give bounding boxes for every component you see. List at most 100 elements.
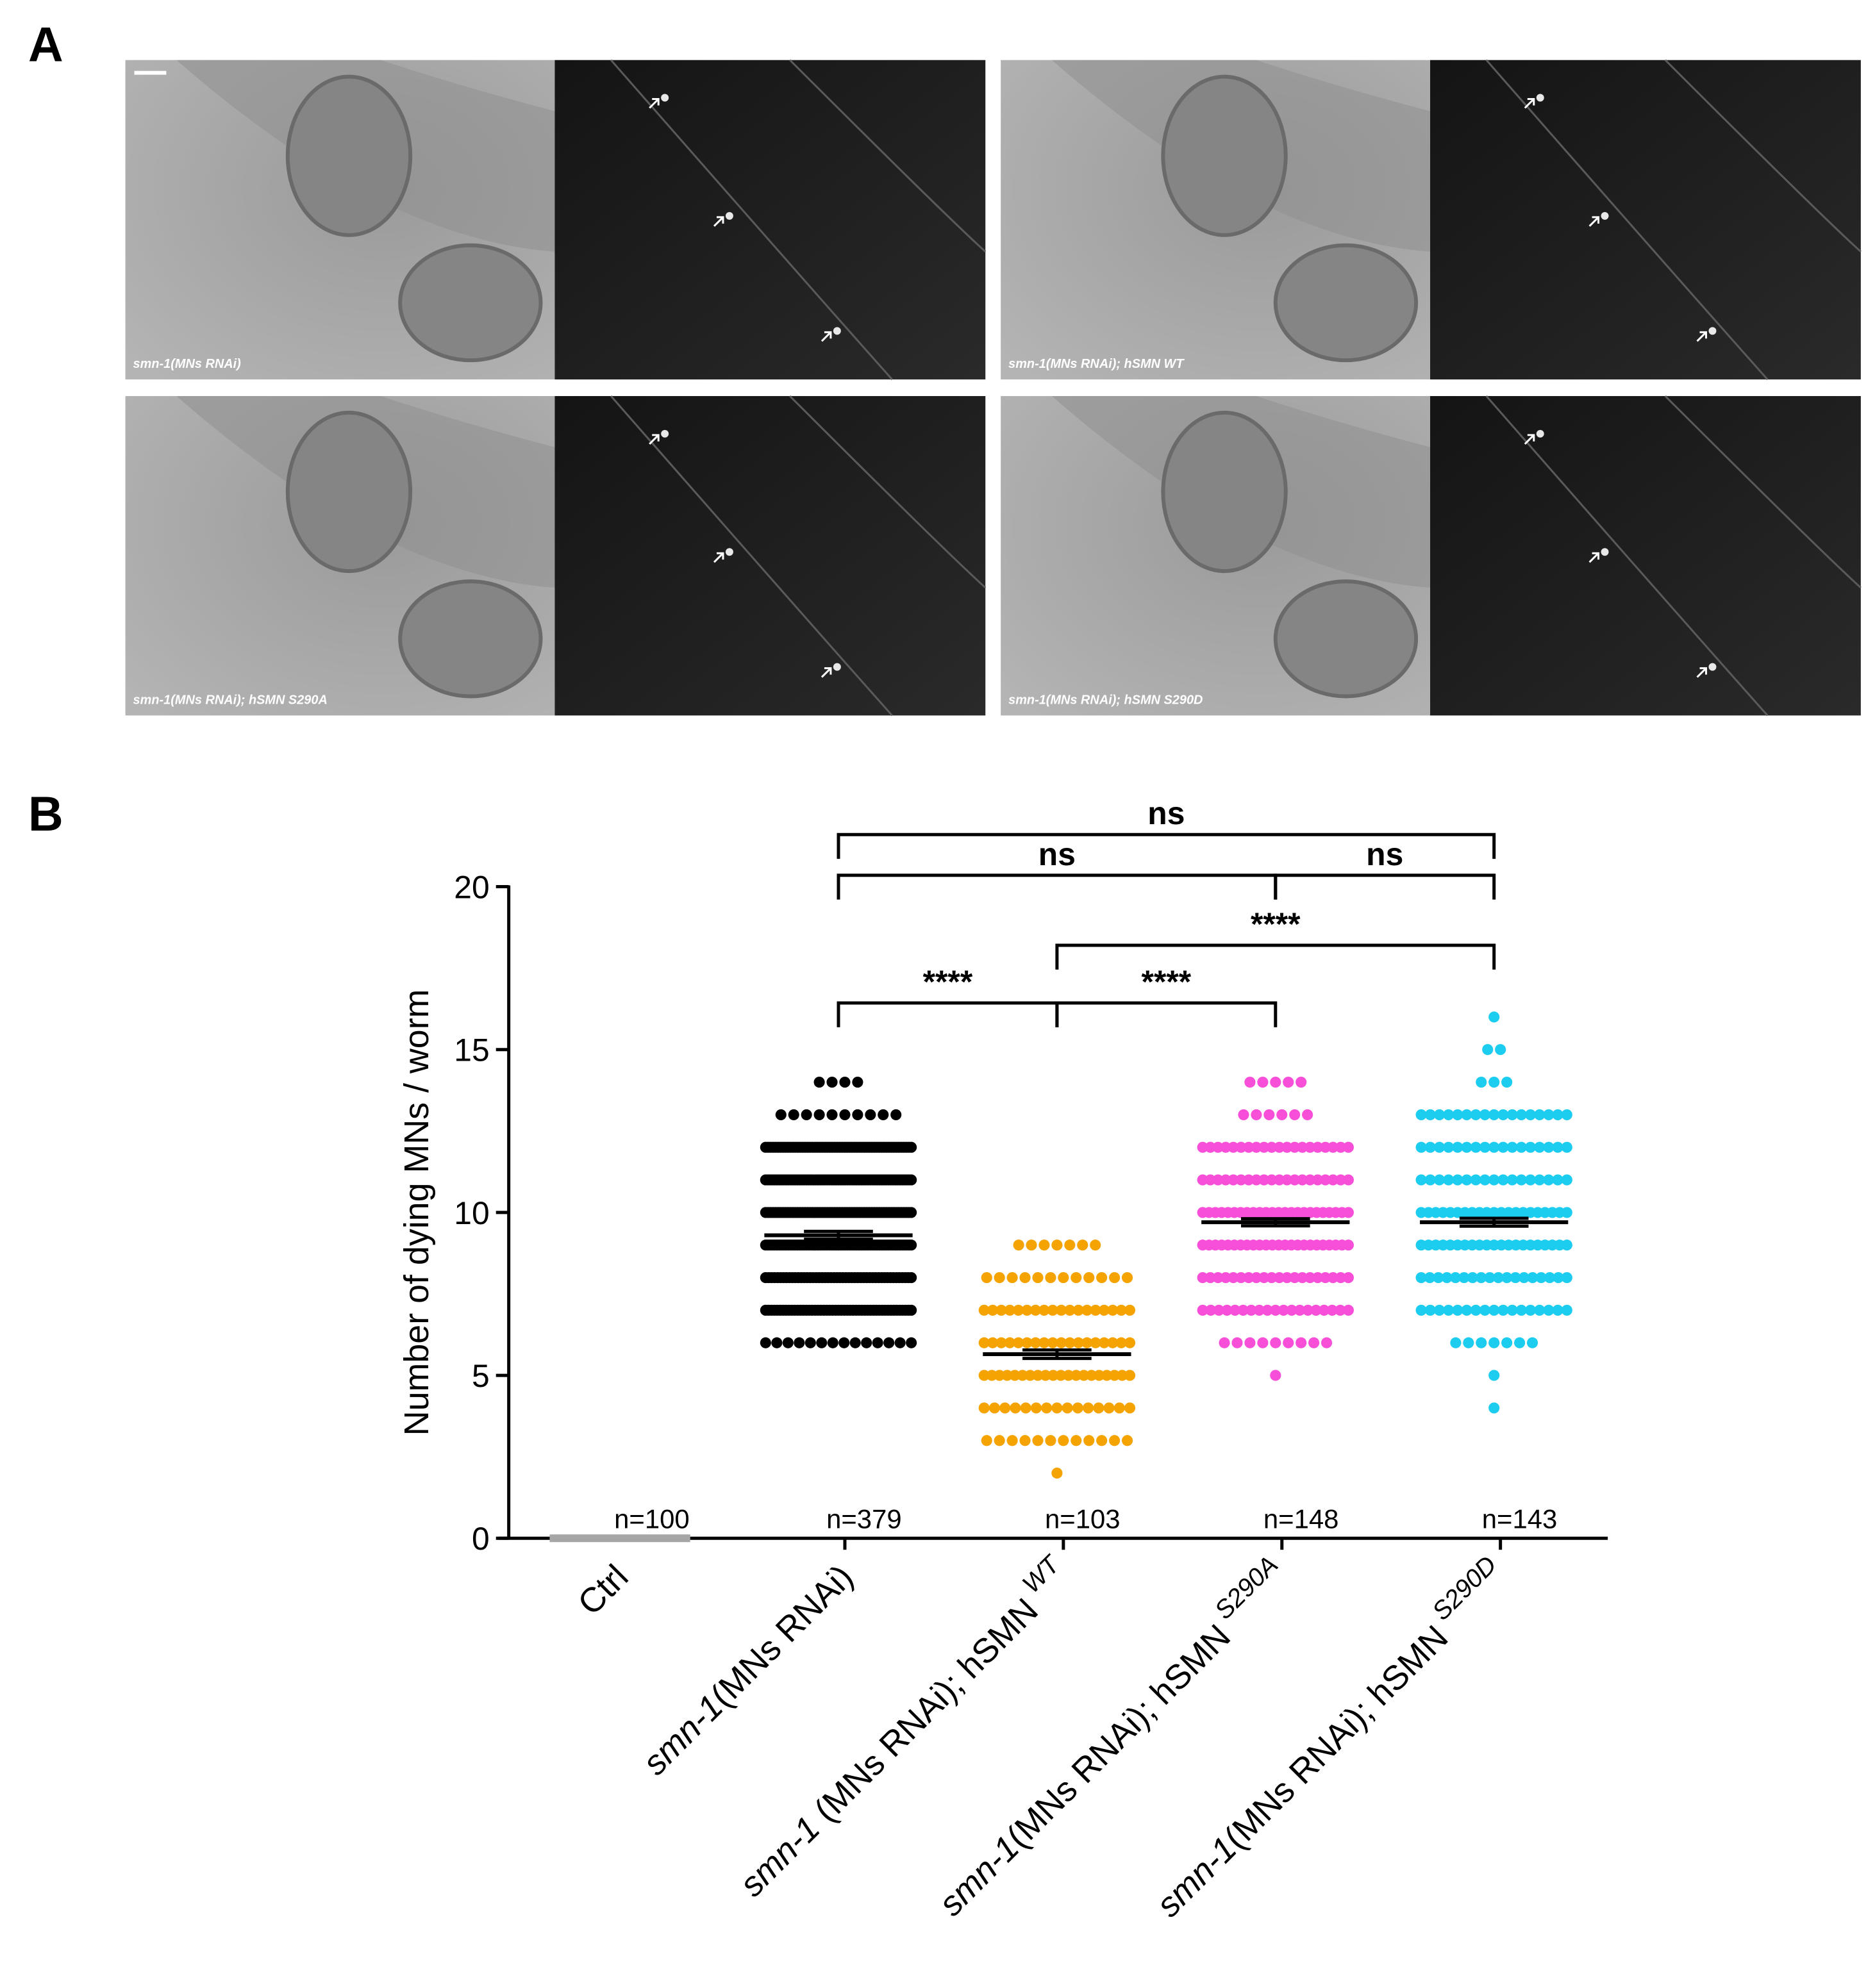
data-point [1335,1272,1347,1284]
arrow [1524,98,1535,109]
data-point [1433,1272,1444,1284]
significance-bracket [837,874,1278,900]
embryo [1161,410,1288,574]
data-point [1029,1304,1042,1316]
data-point [1231,1337,1243,1348]
image-caption: smn-1(MNs RNAi); hSMN WT [1008,357,1185,371]
data-point [1098,1304,1110,1316]
data-point [1488,1011,1500,1023]
data-point [878,1109,889,1120]
data-point [1310,1304,1322,1316]
data-point [1286,1304,1297,1316]
arrow [649,98,660,109]
micrograph-pair: smn-1(MNs RNAi); hSMN S290D [1001,395,1862,717]
data-point [1274,1174,1285,1186]
data-point [1243,1272,1254,1284]
data-point [1281,1174,1293,1186]
data-point [1101,1370,1113,1381]
data-point [1244,1076,1256,1088]
arrow [1524,434,1535,445]
data-point [1318,1304,1330,1316]
data-point [1342,1174,1354,1186]
data-point [1526,1337,1538,1348]
data-point [994,1272,1005,1284]
data-point [872,1337,883,1348]
data-point [1040,1370,1051,1381]
data-point [801,1109,812,1120]
data-point [1197,1141,1208,1153]
data-point [1327,1272,1339,1284]
data-point [1235,1272,1247,1284]
data-point [1045,1272,1056,1284]
data-point [1452,1174,1463,1186]
data-point [1561,1141,1572,1153]
fluorescent-spot [725,548,733,556]
data-point [1561,1304,1572,1316]
data-point [1055,1370,1067,1381]
y-tick-label: 0 [472,1521,490,1557]
data-point [1518,1272,1530,1284]
embryo [1273,579,1419,699]
data-point [1424,1272,1436,1284]
data-point [1479,1304,1491,1316]
data-point [1289,1141,1301,1153]
data-point [1219,1337,1230,1348]
data-point [994,1370,1005,1381]
data-point [1327,1141,1339,1153]
data-point [1220,1174,1231,1186]
data-point [1266,1272,1278,1284]
data-point [782,1337,794,1348]
data-point [1197,1304,1208,1316]
data-point [1415,1174,1427,1186]
embryo [398,243,543,363]
data-point [1062,1402,1073,1414]
data-point [1552,1141,1563,1153]
data-point [1535,1272,1547,1284]
significance-bracket [1055,943,1496,970]
data-point [1458,1272,1470,1284]
data-point [906,1174,917,1186]
data-point [1021,1304,1033,1316]
data-point [994,1435,1005,1446]
data-point [987,1304,999,1316]
data-point [1109,1272,1121,1284]
embryo [398,579,543,699]
arrow [649,434,660,445]
data-point [1297,1174,1308,1186]
data-point [1078,1370,1090,1381]
data-point [996,1337,1007,1348]
data-point [883,1337,895,1348]
data-point [1443,1304,1454,1316]
data-point [1289,1174,1301,1186]
data-point [1270,1370,1281,1381]
data-point [1056,1337,1067,1348]
data-point [771,1337,783,1348]
data-point [816,1337,828,1348]
data-point [1274,1141,1285,1153]
data-point [1463,1337,1474,1348]
data-point [987,1337,999,1348]
data-point [1424,1304,1436,1316]
data-point [1083,1402,1094,1414]
data-point [1064,1239,1076,1251]
data-point [978,1337,990,1348]
x-tick-label: smn-1(MNs RNAi); hSMNS290D [1142,1551,1516,1925]
significance-bracket [837,832,1496,859]
data-point [1071,1272,1082,1284]
embryo [285,74,413,237]
data-point [1506,1141,1518,1153]
data-point [1019,1435,1031,1446]
data-point [1543,1304,1554,1316]
data-point [988,1402,1001,1414]
data-point [1058,1272,1069,1284]
data-point [1461,1304,1472,1316]
data-point [1032,1272,1044,1284]
data-point [1561,1174,1572,1186]
data-point [1096,1435,1108,1446]
data-point [1506,1109,1518,1120]
data-point [1415,1304,1427,1316]
data-point [1047,1337,1058,1348]
data-point [1090,1239,1101,1251]
